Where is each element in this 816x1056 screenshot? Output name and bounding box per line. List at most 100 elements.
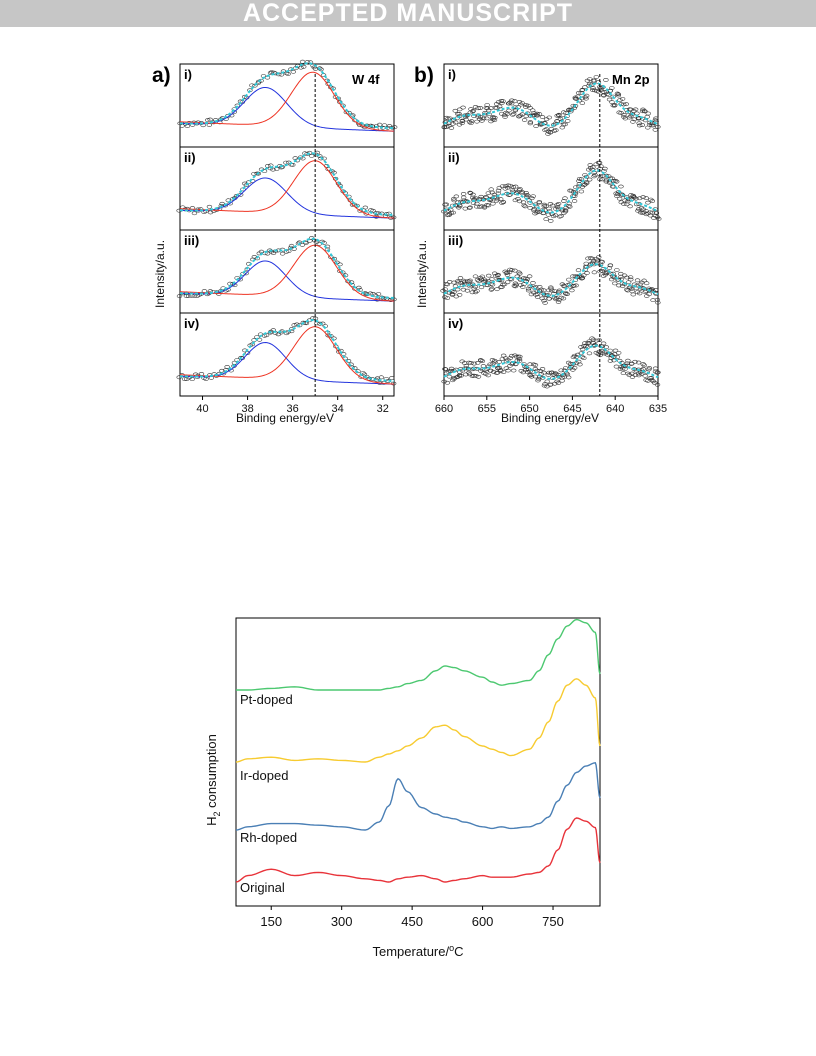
data-point [579, 184, 585, 189]
data-point [521, 203, 527, 208]
data-point [539, 115, 546, 119]
data-point [487, 368, 494, 373]
data-point [299, 242, 306, 247]
data-point [653, 211, 660, 215]
data-point [456, 114, 463, 119]
data-point [527, 120, 534, 125]
data-point [224, 364, 230, 369]
data-point [544, 379, 550, 384]
data-point [467, 278, 473, 283]
x-tick-label: 38 [241, 403, 253, 415]
data-point [627, 275, 634, 280]
data-point [517, 113, 524, 118]
data-point [290, 69, 297, 74]
data-point [470, 192, 476, 197]
data-point [565, 204, 572, 208]
data-point [346, 194, 352, 199]
data-point [641, 109, 648, 113]
data-point [640, 195, 646, 200]
envelope-fit-line [179, 152, 395, 216]
data-point [451, 198, 457, 203]
data-point [619, 192, 625, 197]
fit-line [443, 169, 659, 214]
data-point [602, 166, 608, 171]
data-point [191, 294, 198, 298]
data-point [615, 93, 621, 98]
data-point [553, 128, 559, 133]
data-point [571, 353, 578, 358]
data-point [614, 194, 620, 199]
data-point [492, 115, 498, 120]
data-point [457, 107, 463, 112]
data-point [558, 214, 564, 218]
data-point [573, 185, 579, 190]
data-point [522, 204, 528, 209]
data-point [548, 126, 555, 131]
data-point [603, 78, 609, 82]
data-point [545, 372, 551, 377]
xps-mn2p-chart: b) Mn 2p Intensity/a.u. Binding energy/e… [414, 63, 667, 425]
data-point [387, 298, 394, 302]
data-point [498, 369, 504, 374]
x-axis-label-b: Binding energy/eV [501, 411, 599, 425]
data-point [470, 201, 477, 206]
data-point [485, 203, 492, 208]
data-point [655, 300, 661, 305]
data-point [593, 75, 600, 79]
data-point [523, 367, 529, 372]
data-point [443, 115, 450, 120]
data-point [537, 284, 543, 289]
data-point [181, 377, 188, 381]
data-point [600, 341, 607, 346]
data-point [534, 210, 540, 215]
data-point [565, 119, 571, 123]
data-point [650, 123, 657, 128]
data-point [525, 103, 531, 108]
data-point [490, 369, 497, 374]
subpanel-frame [179, 312, 395, 397]
series-label: Rh-doped [240, 830, 297, 845]
w4f-7-2-component-line [179, 326, 395, 385]
data-point [566, 277, 572, 282]
data-point [618, 111, 624, 115]
data-point [450, 121, 456, 126]
data-point [493, 198, 500, 203]
x-tick-label: 645 [563, 403, 581, 415]
data-point [512, 184, 519, 189]
data-point [265, 164, 271, 168]
xps-mn2p-figure: b) Mn 2p Intensity/a.u. Binding energy/e… [408, 56, 678, 436]
data-point [487, 362, 493, 367]
data-point [474, 119, 480, 124]
data-point [546, 206, 552, 211]
data-point [444, 296, 451, 301]
data-point [485, 191, 492, 196]
x-tick-label: 34 [332, 403, 344, 415]
panel-label-a: a) [152, 64, 171, 87]
data-point [612, 178, 619, 183]
data-point [634, 111, 640, 116]
data-point [550, 203, 556, 208]
data-point [600, 93, 607, 97]
data-point [442, 367, 448, 371]
data-point [475, 106, 481, 111]
data-point [203, 377, 209, 381]
data-point [484, 103, 490, 107]
data-point [191, 211, 198, 216]
data-point [521, 282, 527, 287]
data-point [478, 285, 485, 290]
data-point [630, 119, 636, 124]
data-point [530, 280, 536, 285]
data-point [471, 361, 477, 366]
data-point [184, 124, 191, 129]
data-point [533, 124, 539, 129]
data-point [499, 101, 505, 105]
data-point [505, 183, 511, 188]
data-point [564, 292, 570, 296]
series-line-rh-doped [235, 762, 601, 831]
data-point [616, 283, 622, 288]
h2-tpr-chart: H2 consumption Temperature/oC Pt-doped Ir… [204, 617, 601, 959]
data-point [559, 378, 565, 383]
subpanel-label: ii) [448, 150, 460, 165]
data-point [592, 173, 598, 177]
data-point [546, 115, 552, 120]
